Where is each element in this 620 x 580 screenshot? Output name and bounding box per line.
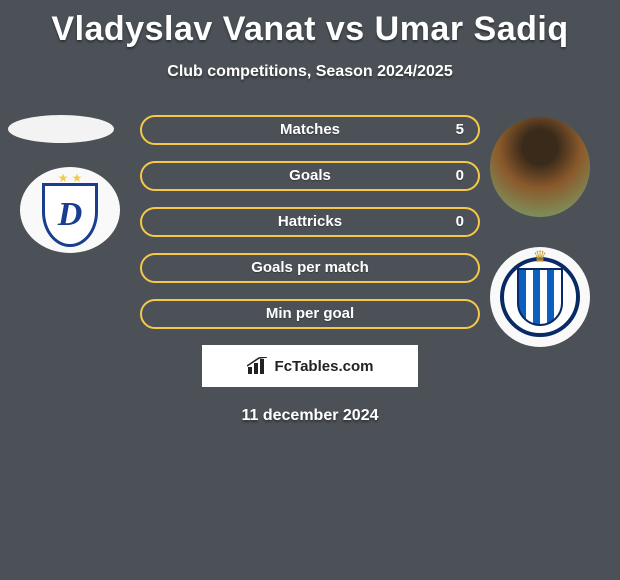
left-club-crest: ★ ★ D [20,167,120,253]
watermark: FcTables.com [202,345,418,387]
stat-value: 5 [456,117,464,143]
comparison-area: ★ ★ D ♛ Matches 5 Goals 0 Hattricks 0 Go… [0,115,620,329]
chart-icon [247,357,269,375]
stat-label: Goals [289,167,331,184]
stat-label: Hattricks [278,213,342,230]
subtitle: Club competitions, Season 2024/2025 [0,63,620,81]
crown-icon: ♛ [533,247,547,267]
date: 11 december 2024 [0,407,620,425]
watermark-text: FcTables.com [275,358,374,375]
dynamo-letter: D [58,196,83,234]
sociedad-badge: ♛ [500,257,580,337]
left-player-photo-placeholder [8,115,114,143]
stat-row-goals: Goals 0 [140,161,480,191]
right-club-crest: ♛ [490,247,590,347]
stat-label: Goals per match [251,259,369,276]
stat-row-gpm: Goals per match [140,253,480,283]
sociedad-stripes [517,268,563,326]
stat-row-mpg: Min per goal [140,299,480,329]
stat-label: Matches [280,121,340,138]
stat-row-matches: Matches 5 [140,115,480,145]
stat-label: Min per goal [266,305,354,322]
right-player-photo [490,117,590,217]
stat-value: 0 [456,209,464,235]
stat-row-hattricks: Hattricks 0 [140,207,480,237]
page-title: Vladyslav Vanat vs Umar Sadiq [0,0,620,49]
stat-value: 0 [456,163,464,189]
dynamo-shield: D [42,183,98,247]
